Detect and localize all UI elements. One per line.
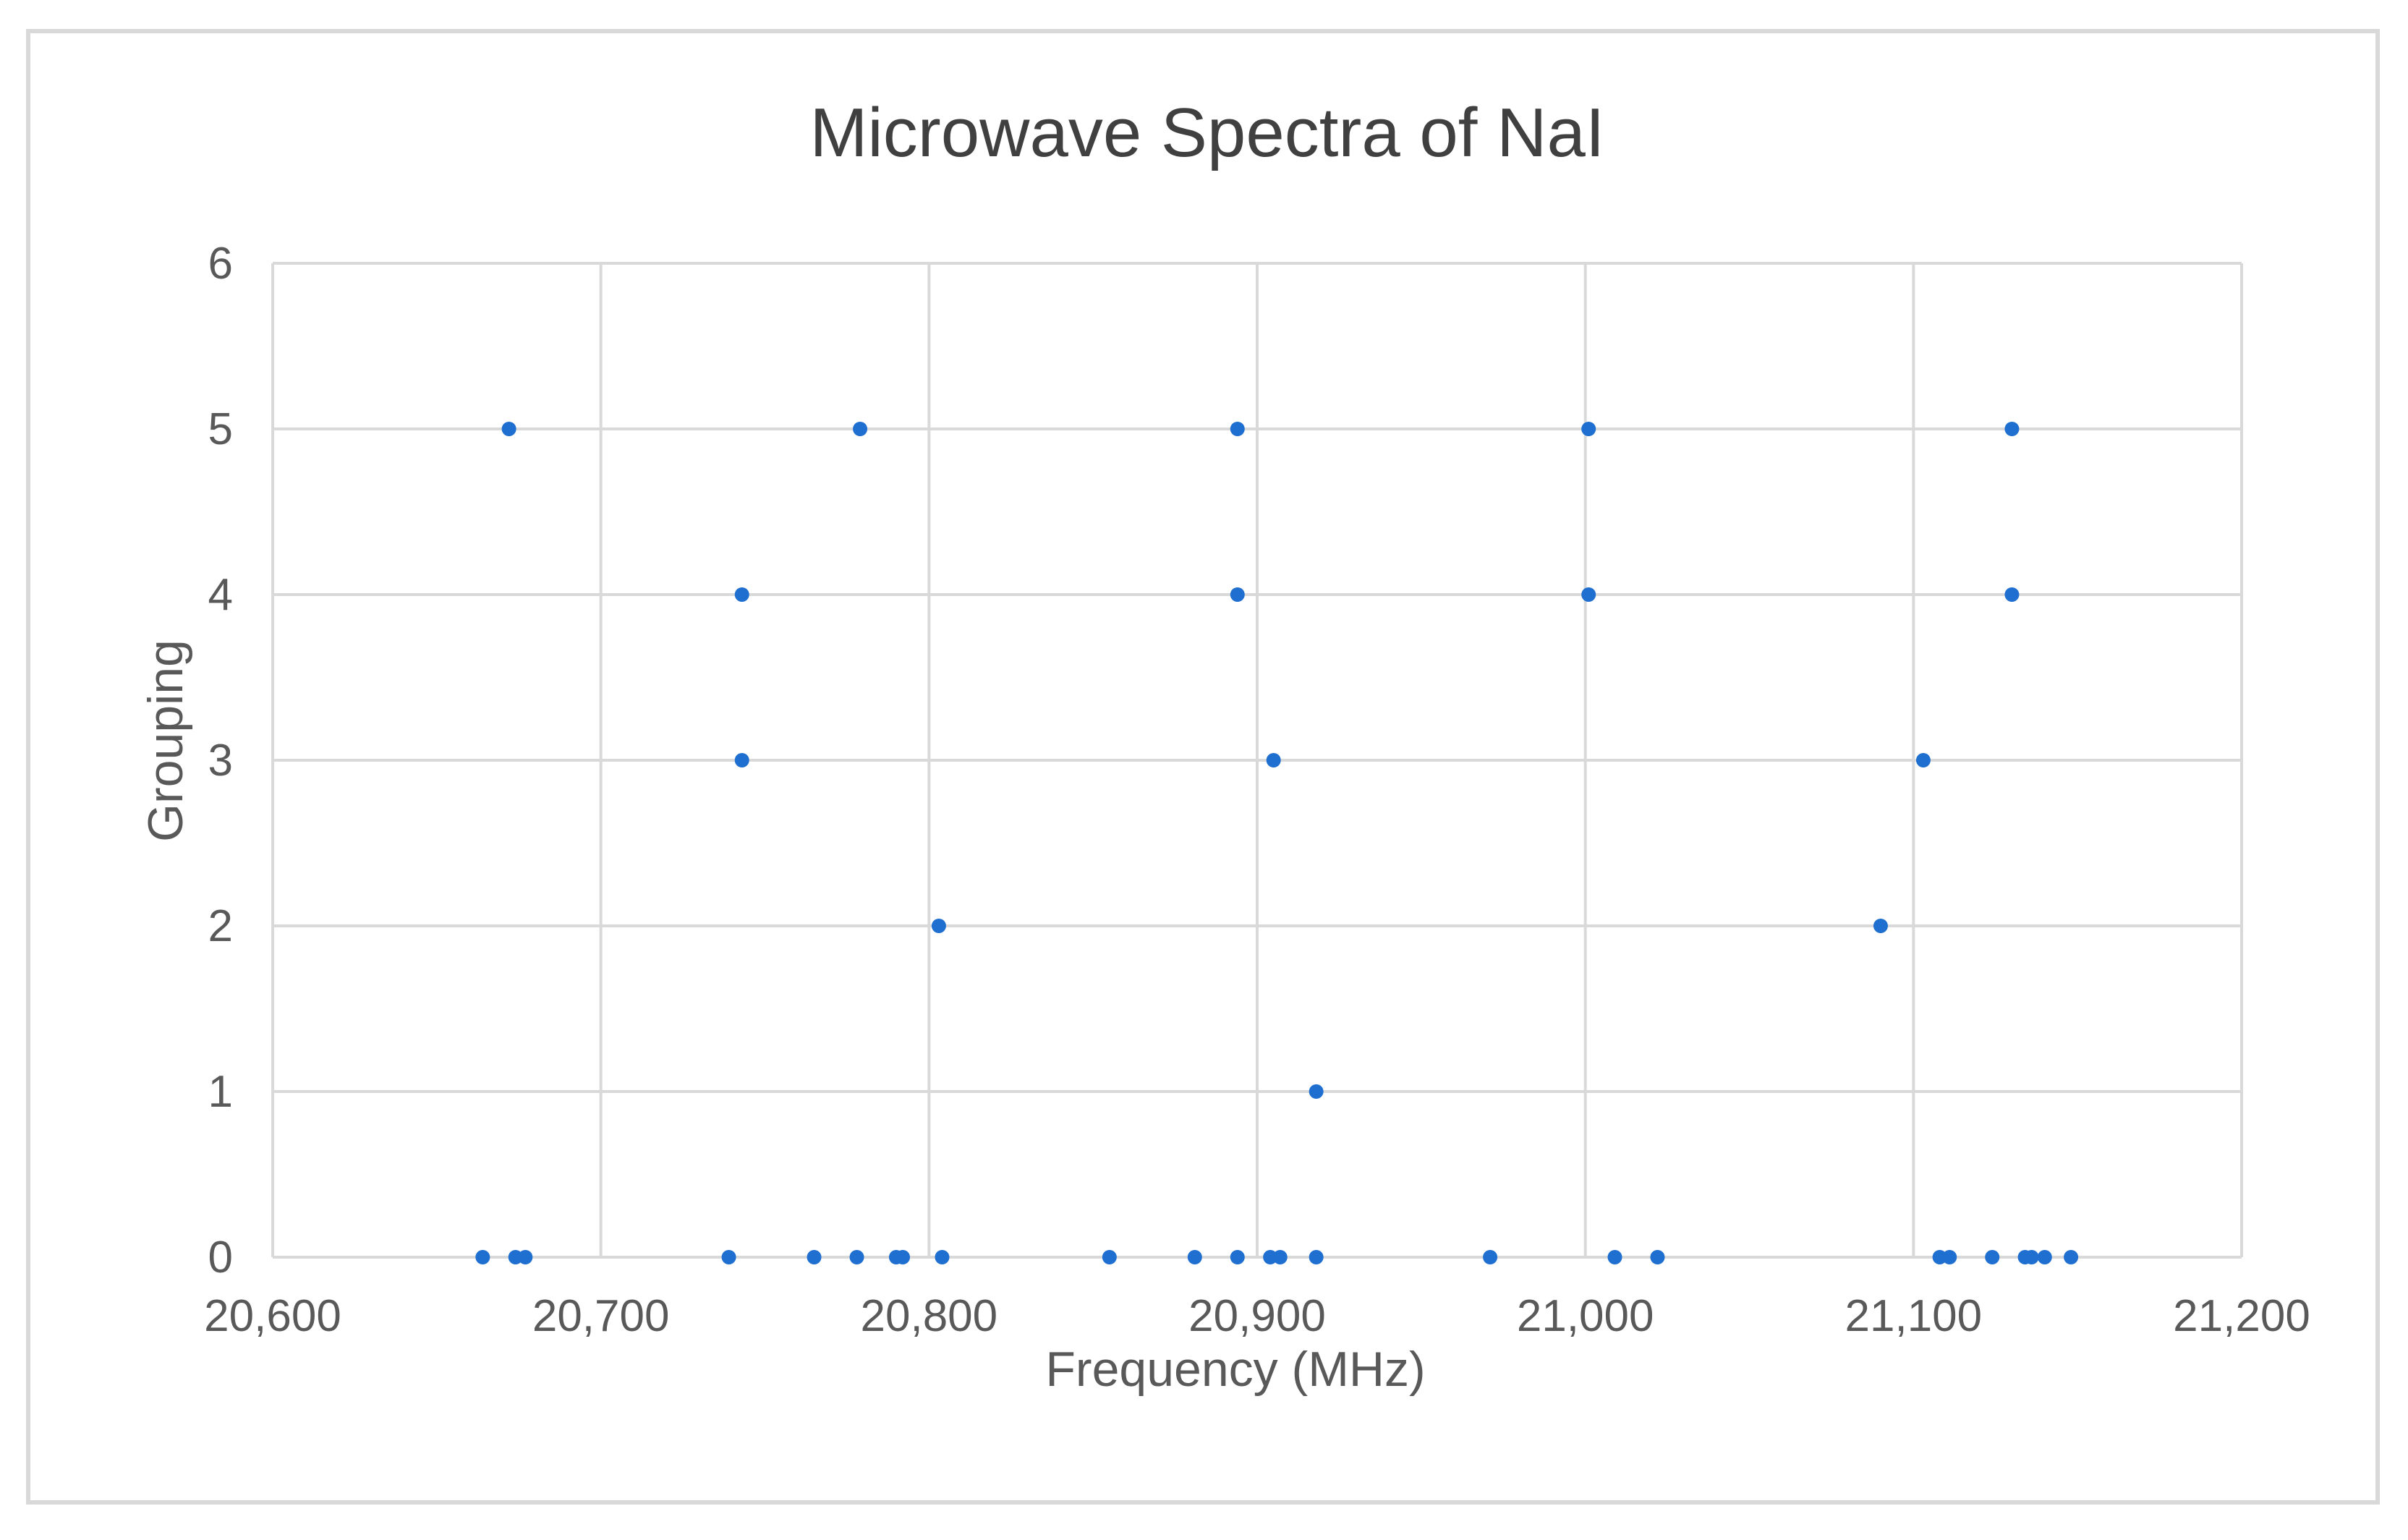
data-points <box>475 422 2079 1264</box>
data-point <box>1581 422 1596 436</box>
data-point <box>2037 1250 2052 1264</box>
data-point <box>1483 1250 1498 1264</box>
data-point <box>1873 919 1888 933</box>
y-axis-label: Grouping <box>138 639 193 842</box>
x-tick-label: 21,000 <box>1517 1291 1654 1341</box>
data-point <box>1309 1250 1324 1264</box>
data-point <box>1266 753 1281 767</box>
x-tick-label: 21,100 <box>1845 1291 1983 1341</box>
data-point <box>1102 1250 1117 1264</box>
x-tick-label: 20,600 <box>204 1291 341 1341</box>
data-point <box>1607 1250 1622 1264</box>
x-tick-label: 21,200 <box>2173 1291 2310 1341</box>
data-point <box>1581 587 1596 602</box>
data-point <box>734 587 749 602</box>
y-tick-label: 3 <box>208 736 233 786</box>
x-tick-label: 20,700 <box>532 1291 670 1341</box>
y-tick-label: 5 <box>208 404 233 454</box>
axis-ticks: 0 1 2 3 4 5 6 20,600 20,700 20,800 20,900 21,000 21,… <box>204 239 2310 1341</box>
y-tick-label: 4 <box>208 570 233 620</box>
chart-title: Microwave Spectra of NaI <box>809 94 1604 171</box>
data-point <box>1187 1250 1202 1264</box>
x-tick-label: 20,800 <box>861 1291 998 1341</box>
data-point <box>2004 587 2020 602</box>
data-point <box>1230 422 1245 436</box>
data-point <box>1230 1250 1245 1264</box>
data-point <box>1230 587 1245 602</box>
data-point <box>1942 1250 1957 1264</box>
y-tick-label: 1 <box>208 1067 233 1117</box>
data-point <box>475 1250 490 1264</box>
x-tick-label: 20,900 <box>1188 1291 1326 1341</box>
data-point <box>2024 1250 2039 1264</box>
data-point <box>895 1250 911 1264</box>
data-point <box>853 422 868 436</box>
data-point <box>721 1250 736 1264</box>
data-point <box>931 919 946 933</box>
data-point <box>1309 1084 1324 1099</box>
y-tick-label: 2 <box>208 901 233 951</box>
data-point <box>849 1250 864 1264</box>
data-point <box>1915 753 1931 767</box>
y-tick-label: 0 <box>208 1233 233 1282</box>
data-point <box>518 1250 533 1264</box>
chart-frame: Microwave Spectra of NaI 0 1 2 3 4 5 6 20,600 20… <box>26 29 2380 1505</box>
data-point <box>2064 1250 2079 1264</box>
data-point <box>1985 1250 2000 1264</box>
x-axis-label: Frequency (MHz) <box>1045 1342 1425 1397</box>
y-tick-label: 6 <box>208 239 233 289</box>
scatter-chart: Microwave Spectra of NaI 0 1 2 3 4 5 6 20,600 20… <box>138 94 2310 1397</box>
data-point <box>2004 422 2020 436</box>
data-point <box>734 753 749 767</box>
data-point <box>807 1250 822 1264</box>
grid <box>271 262 2243 1259</box>
data-point <box>1650 1250 1665 1264</box>
data-point <box>1272 1250 1288 1264</box>
data-point <box>501 422 516 436</box>
data-point <box>935 1250 950 1264</box>
